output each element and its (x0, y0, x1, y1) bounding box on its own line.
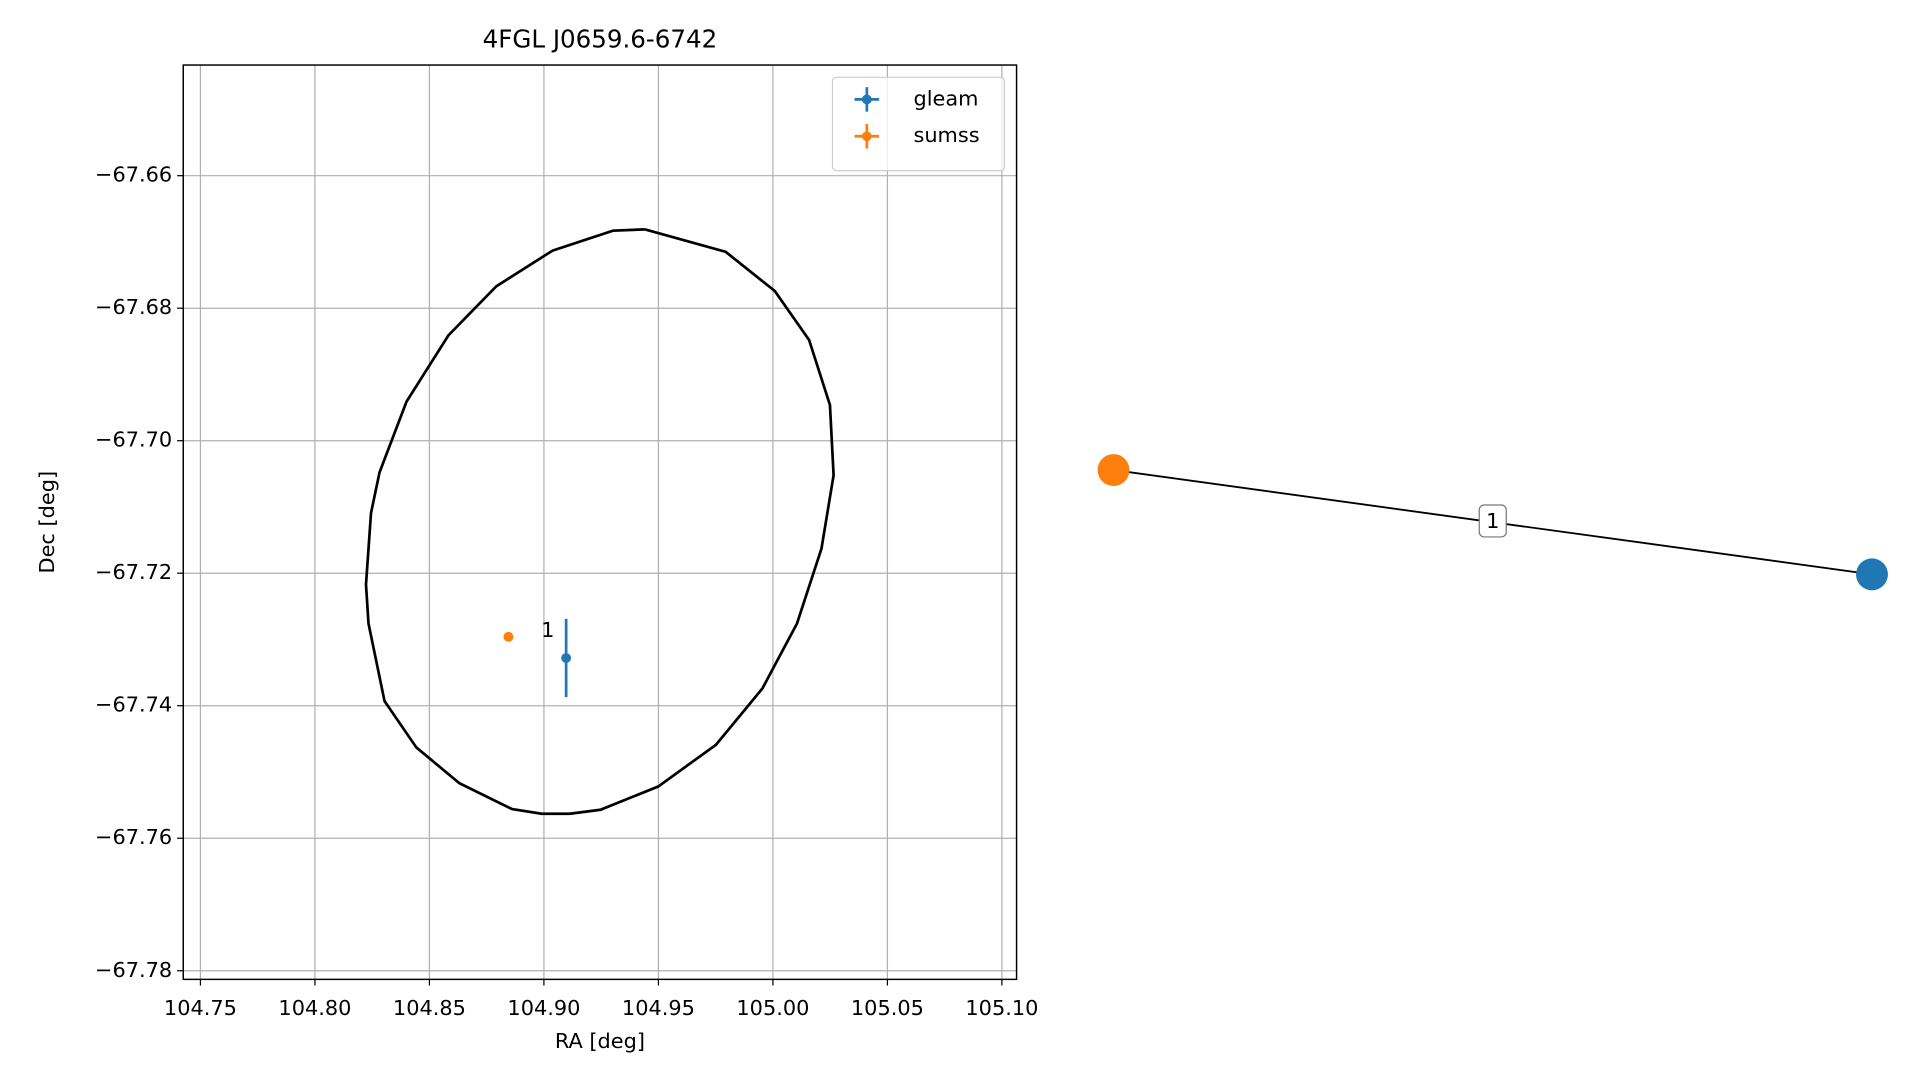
y-axis-label: Dec [deg] (35, 471, 59, 574)
node (1856, 558, 1888, 591)
x-tick-label: 105.00 (736, 996, 809, 1020)
chart-title: 4FGL J0659.6-6742 (483, 25, 718, 54)
x-tick-label: 104.95 (622, 996, 695, 1020)
y-tick-label: −67.68 (95, 295, 172, 319)
x-tick-label: 105.05 (851, 996, 924, 1020)
edge-label: 1 (1486, 509, 1499, 533)
point (503, 631, 514, 642)
node (1097, 454, 1130, 486)
x-axis-label: RA [deg] (555, 1029, 645, 1053)
legend-marker (861, 131, 872, 142)
background (11, 0, 1908, 1080)
plot-frame (182, 64, 1018, 981)
y-tick-label: −67.70 (95, 428, 172, 452)
x-tick-label: 105.10 (965, 996, 1038, 1020)
y-tick-label: −67.66 (95, 163, 172, 187)
x-tick-label: 104.90 (507, 996, 580, 1020)
point (561, 653, 572, 663)
y-tick-label: −67.72 (95, 560, 172, 584)
error-ellipse (364, 228, 835, 816)
edge-label-box (1478, 504, 1507, 538)
legend-label: gleam (913, 86, 978, 110)
y-tick-label: −67.74 (95, 693, 172, 717)
x-tick-label: 104.80 (278, 996, 351, 1020)
x-tick-label: 104.85 (393, 996, 466, 1020)
annotation: 1 (541, 618, 554, 642)
legend-marker (861, 94, 872, 105)
y-tick-label: −67.76 (95, 825, 172, 849)
y-tick-label: −67.78 (95, 958, 172, 982)
legend-label: sumss (913, 123, 979, 147)
x-tick-label: 104.75 (164, 996, 237, 1020)
